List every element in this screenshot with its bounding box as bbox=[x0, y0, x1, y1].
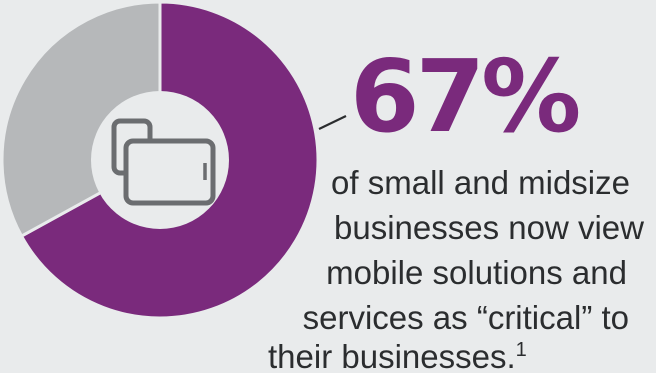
caption-line-1: of small and midsize bbox=[331, 164, 630, 201]
callout-leader-line bbox=[318, 115, 347, 130]
caption-line-4: services as “critical” to bbox=[302, 299, 629, 336]
caption-line-2: businesses now view bbox=[334, 209, 644, 246]
caption-line-5: their businesses.1 bbox=[268, 336, 527, 373]
caption-line-3: mobile solutions and bbox=[326, 254, 627, 291]
mobile-devices-icon bbox=[111, 118, 216, 206]
footnote-marker: 1 bbox=[515, 339, 527, 361]
percent-callout: 67% bbox=[350, 38, 581, 155]
caption-line-5-text: their businesses. bbox=[268, 338, 516, 373]
